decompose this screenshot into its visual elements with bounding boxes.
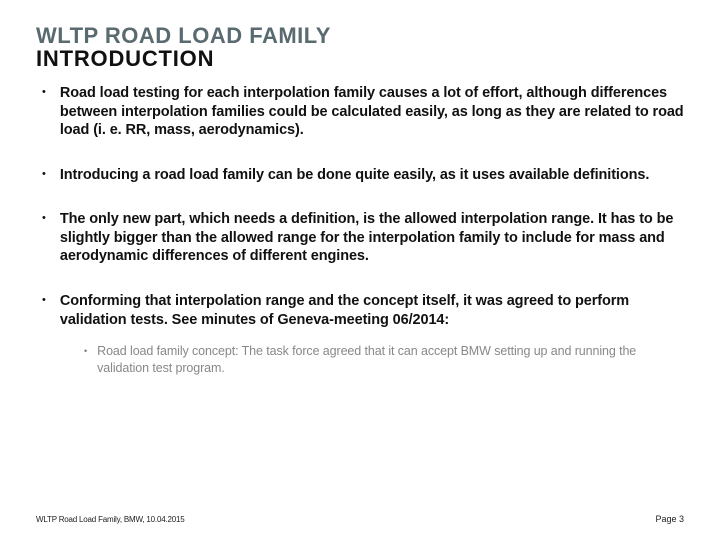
bullet-text: Conforming that interpolation range and …: [60, 292, 684, 329]
bullet-marker: •: [42, 295, 46, 306]
bullet-item: • Conforming that interpolation range an…: [36, 292, 684, 329]
title-block: WLTP ROAD LOAD FAMILY INTRODUCTION: [36, 24, 684, 70]
slide-title: WLTP ROAD LOAD FAMILY: [36, 24, 684, 47]
footer-left: WLTP Road Load Family, BMW, 10.04.2015: [36, 515, 184, 524]
bullet-item: • The only new part, which needs a defin…: [36, 210, 684, 266]
bullet-text: The only new part, which needs a definit…: [60, 210, 684, 266]
bullet-marker: •: [42, 169, 46, 180]
quote-block: • Road load family concept: The task for…: [84, 343, 664, 377]
bullet-text: Road load testing for each interpolation…: [60, 84, 684, 140]
bullet-marker: •: [42, 213, 46, 224]
slide-subtitle: INTRODUCTION: [36, 47, 684, 70]
content-area: • Road load testing for each interpolati…: [36, 84, 684, 520]
bullet-marker: •: [42, 87, 46, 98]
quote-text: Road load family concept: The task force…: [97, 343, 664, 377]
bullet-text: Introducing a road load family can be do…: [60, 166, 649, 185]
slide-container: WLTP ROAD LOAD FAMILY INTRODUCTION • Roa…: [0, 0, 720, 540]
footer: WLTP Road Load Family, BMW, 10.04.2015 P…: [36, 514, 684, 524]
footer-right: Page 3: [655, 514, 684, 524]
bullet-item: • Introducing a road load family can be …: [36, 166, 684, 185]
bullet-item: • Road load testing for each interpolati…: [36, 84, 684, 140]
quote-item: • Road load family concept: The task for…: [84, 343, 664, 377]
quote-marker: •: [84, 346, 87, 356]
